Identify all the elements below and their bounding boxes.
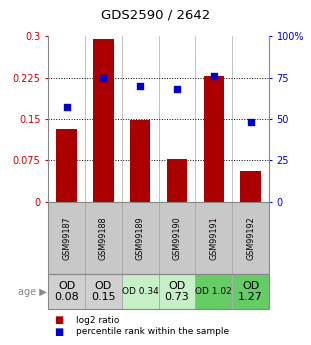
- Point: [64, 105, 69, 110]
- Text: log2 ratio: log2 ratio: [76, 316, 119, 325]
- Text: OD
0.15: OD 0.15: [91, 281, 116, 302]
- Text: GDS2590 / 2642: GDS2590 / 2642: [101, 9, 210, 22]
- Text: GSM99187: GSM99187: [62, 216, 71, 260]
- Point: [211, 73, 216, 79]
- Text: GSM99191: GSM99191: [209, 216, 218, 260]
- Text: OD 1.02: OD 1.02: [195, 287, 232, 296]
- Bar: [240, 171, 261, 202]
- Bar: [167, 159, 187, 202]
- Text: ■: ■: [54, 315, 64, 325]
- Bar: [204, 76, 224, 202]
- Point: [248, 120, 253, 125]
- Point: [101, 75, 106, 80]
- Text: GSM99188: GSM99188: [99, 216, 108, 260]
- Text: GSM99192: GSM99192: [246, 216, 255, 260]
- Text: percentile rank within the sample: percentile rank within the sample: [76, 327, 229, 336]
- Bar: [93, 39, 114, 202]
- Bar: [130, 120, 150, 202]
- Text: ■: ■: [54, 327, 64, 337]
- Text: OD 0.34: OD 0.34: [122, 287, 159, 296]
- Bar: [57, 129, 77, 202]
- Point: [174, 87, 179, 92]
- Text: GSM99190: GSM99190: [173, 216, 182, 260]
- Text: GSM99189: GSM99189: [136, 216, 145, 260]
- Text: OD
0.73: OD 0.73: [165, 281, 189, 302]
- Text: age ▶: age ▶: [18, 287, 47, 296]
- Point: [138, 83, 143, 89]
- Text: OD
0.08: OD 0.08: [54, 281, 79, 302]
- Text: OD
1.27: OD 1.27: [238, 281, 263, 302]
